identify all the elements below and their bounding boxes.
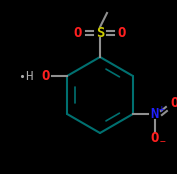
Text: −: − [160,137,166,147]
Text: +: + [159,104,165,114]
Text: O: O [151,131,159,145]
Text: H: H [25,69,33,82]
Text: S: S [96,26,104,40]
Text: N: N [151,107,159,121]
Text: O: O [41,69,49,83]
Text: O: O [171,96,177,110]
Text: O: O [74,26,82,40]
Text: O: O [118,26,126,40]
